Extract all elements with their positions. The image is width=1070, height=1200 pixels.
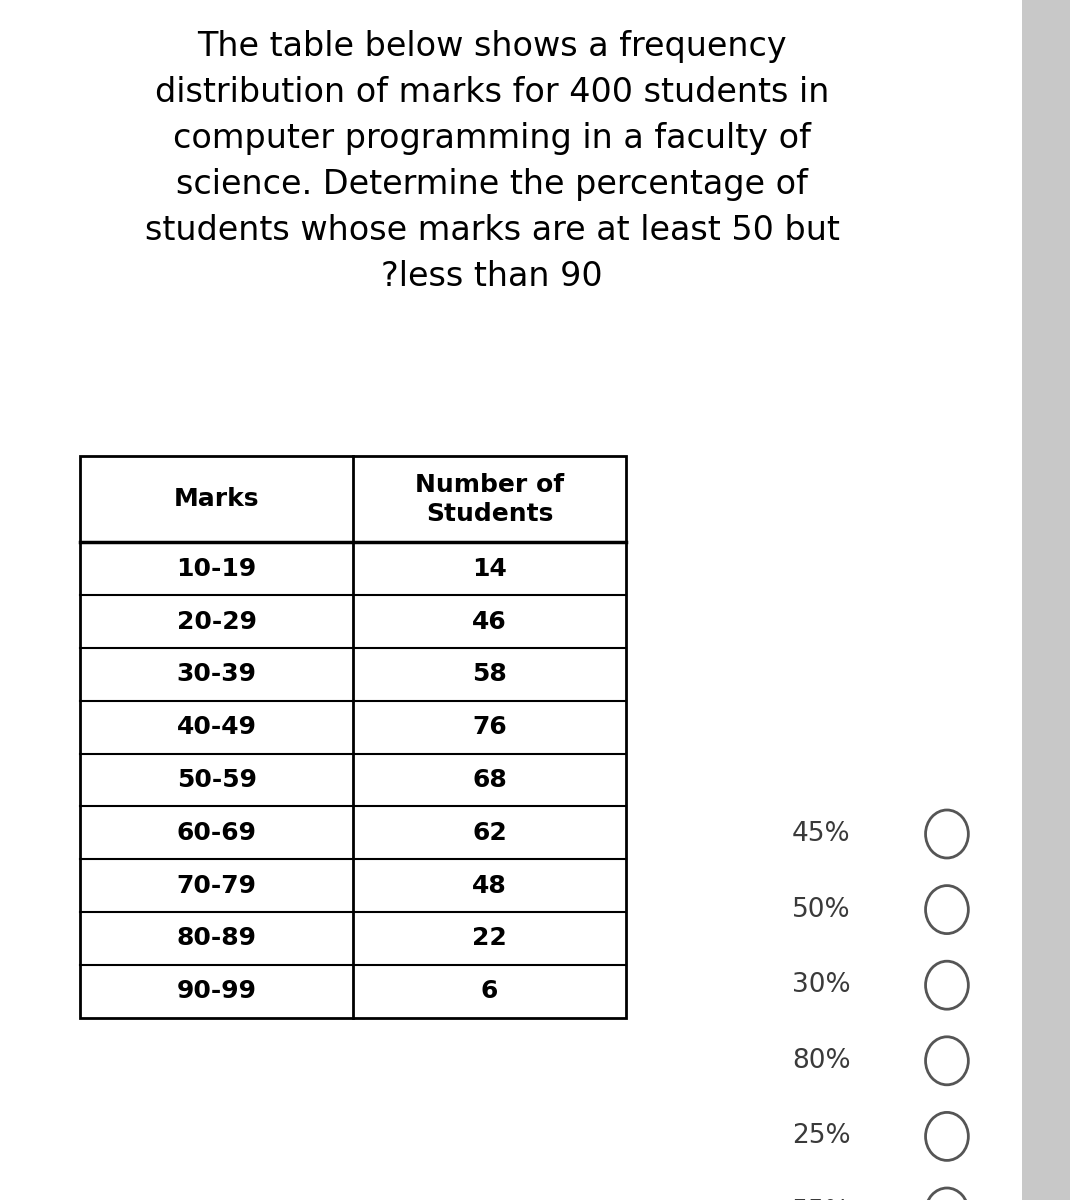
Circle shape xyxy=(926,1188,968,1200)
Text: 45%: 45% xyxy=(792,821,851,847)
Text: 30%: 30% xyxy=(792,972,851,998)
Circle shape xyxy=(926,886,968,934)
Text: 70-79: 70-79 xyxy=(177,874,257,898)
Text: 60-69: 60-69 xyxy=(177,821,257,845)
Text: 6: 6 xyxy=(480,979,499,1003)
Text: 20-29: 20-29 xyxy=(177,610,257,634)
Text: 58: 58 xyxy=(472,662,507,686)
Text: 80-89: 80-89 xyxy=(177,926,257,950)
Text: 25%: 25% xyxy=(792,1123,851,1150)
Text: 14: 14 xyxy=(472,557,507,581)
Text: 48: 48 xyxy=(472,874,507,898)
Text: 80%: 80% xyxy=(792,1048,851,1074)
Text: 30-39: 30-39 xyxy=(177,662,257,686)
Text: 90-99: 90-99 xyxy=(177,979,257,1003)
Text: 10-19: 10-19 xyxy=(177,557,257,581)
Circle shape xyxy=(926,1037,968,1085)
Circle shape xyxy=(926,961,968,1009)
Text: 40-49: 40-49 xyxy=(177,715,257,739)
Text: 50%: 50% xyxy=(792,896,851,923)
Text: Marks: Marks xyxy=(174,487,259,511)
Text: 76: 76 xyxy=(472,715,507,739)
Circle shape xyxy=(926,810,968,858)
Bar xyxy=(80,456,626,1018)
Text: 46: 46 xyxy=(472,610,507,634)
Circle shape xyxy=(926,1112,968,1160)
Text: 22: 22 xyxy=(472,926,507,950)
Text: Number of
Students: Number of Students xyxy=(415,473,564,526)
Bar xyxy=(1022,0,1070,1200)
Text: 68: 68 xyxy=(472,768,507,792)
Text: 50-59: 50-59 xyxy=(177,768,257,792)
Text: The table below shows a frequency
distribution of marks for 400 students in
comp: The table below shows a frequency distri… xyxy=(144,30,840,293)
Text: 62: 62 xyxy=(472,821,507,845)
